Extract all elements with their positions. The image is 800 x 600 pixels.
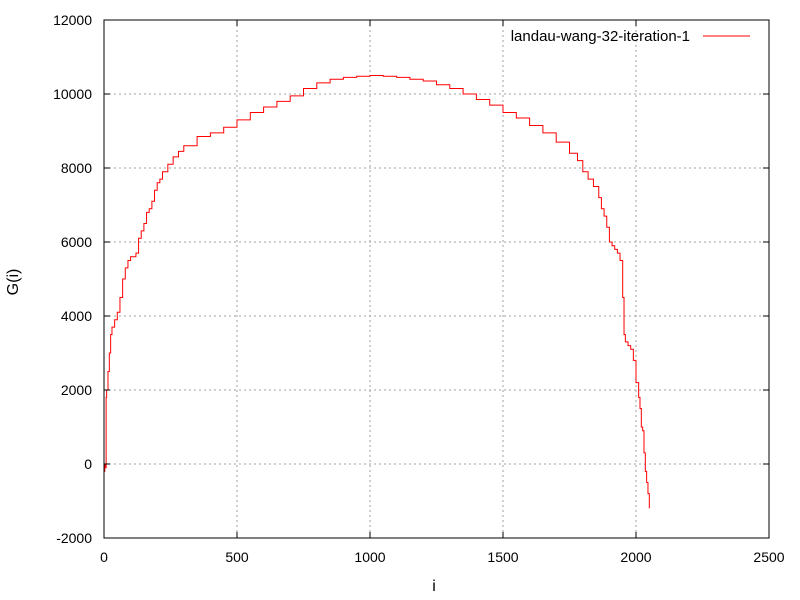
- x-tick-label: 1500: [487, 549, 518, 565]
- y-tick-label: 2000: [61, 382, 92, 398]
- x-axis-label: i: [432, 578, 436, 595]
- series-line: [104, 75, 650, 509]
- legend-label: landau-wang-32-iteration-1: [511, 28, 690, 45]
- y-tick-label: -2000: [56, 530, 92, 546]
- series-layer: [104, 75, 650, 509]
- y-tick-label: 0: [84, 456, 92, 472]
- x-tick-label: 500: [225, 549, 249, 565]
- x-tick-label: 1000: [354, 549, 385, 565]
- grid: [104, 20, 769, 538]
- y-axis-label: G(i): [5, 269, 22, 296]
- y-tick-label: 8000: [61, 160, 92, 176]
- ticks: [103, 19, 770, 539]
- tick-labels: 0 500 1000 1500 2000 2500 -2000 0 2000 4000 6000 80…: [53, 12, 785, 565]
- y-tick-label: 10000: [53, 86, 92, 102]
- x-tick-label: 2000: [620, 549, 651, 565]
- y-tick-label: 4000: [61, 308, 92, 324]
- legend: landau-wang-32-iteration-1: [511, 28, 750, 45]
- plot-frame: [103, 19, 770, 539]
- x-tick-label: 2500: [753, 549, 784, 565]
- y-tick-label: 6000: [61, 234, 92, 250]
- y-tick-label: 12000: [53, 12, 92, 28]
- x-tick-label: 0: [100, 549, 108, 565]
